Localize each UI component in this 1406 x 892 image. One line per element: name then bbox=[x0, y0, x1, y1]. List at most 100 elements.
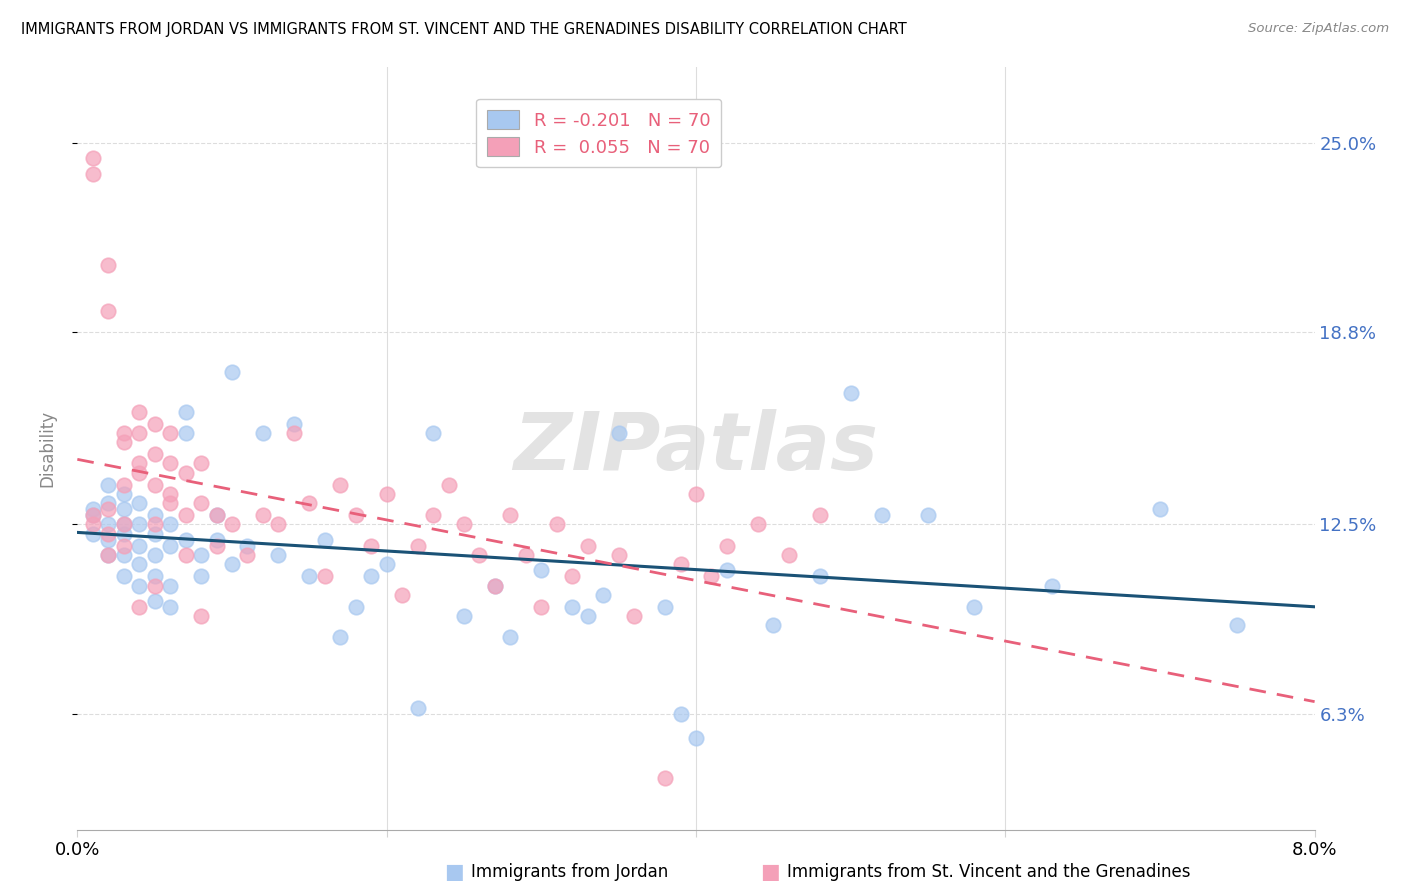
Point bbox=[159, 496, 181, 510]
Point bbox=[112, 478, 135, 492]
Point bbox=[1226, 618, 1249, 632]
Point bbox=[623, 609, 645, 624]
Point bbox=[252, 508, 274, 523]
Point bbox=[391, 588, 413, 602]
Point bbox=[174, 425, 197, 440]
Point bbox=[128, 466, 150, 480]
Point bbox=[97, 548, 120, 562]
Point bbox=[375, 557, 398, 571]
Point bbox=[963, 599, 986, 614]
Point bbox=[515, 548, 537, 562]
Point bbox=[221, 517, 243, 532]
Text: IMMIGRANTS FROM JORDAN VS IMMIGRANTS FROM ST. VINCENT AND THE GRENADINES DISABIL: IMMIGRANTS FROM JORDAN VS IMMIGRANTS FRO… bbox=[21, 22, 907, 37]
Point bbox=[190, 496, 212, 510]
Text: ■: ■ bbox=[761, 863, 780, 882]
Point bbox=[143, 478, 166, 492]
Point bbox=[576, 609, 599, 624]
Point bbox=[700, 569, 723, 583]
Point bbox=[128, 425, 150, 440]
Point bbox=[112, 425, 135, 440]
Point bbox=[808, 569, 831, 583]
Point bbox=[97, 526, 120, 541]
Point bbox=[143, 447, 166, 461]
Point bbox=[174, 404, 197, 418]
Point bbox=[406, 700, 429, 714]
Point bbox=[484, 578, 506, 592]
Point bbox=[283, 417, 305, 431]
Point bbox=[112, 539, 135, 553]
Point bbox=[314, 569, 336, 583]
Point bbox=[314, 533, 336, 547]
Point bbox=[267, 548, 290, 562]
Text: ZIPatlas: ZIPatlas bbox=[513, 409, 879, 487]
Point bbox=[406, 539, 429, 553]
Point bbox=[344, 599, 367, 614]
Point bbox=[174, 466, 197, 480]
Point bbox=[561, 569, 583, 583]
Point bbox=[174, 548, 197, 562]
Point bbox=[82, 517, 104, 532]
Point bbox=[1149, 502, 1171, 516]
Text: Immigrants from St. Vincent and the Grenadines: Immigrants from St. Vincent and the Gren… bbox=[787, 863, 1191, 881]
Point bbox=[143, 517, 166, 532]
Point bbox=[159, 539, 181, 553]
Point bbox=[808, 508, 831, 523]
Point bbox=[143, 508, 166, 523]
Point bbox=[716, 539, 738, 553]
Point bbox=[530, 599, 553, 614]
Point bbox=[654, 771, 676, 785]
Point bbox=[82, 167, 104, 181]
Point bbox=[530, 563, 553, 577]
Point bbox=[97, 478, 120, 492]
Point bbox=[97, 496, 120, 510]
Point bbox=[174, 533, 197, 547]
Point bbox=[112, 548, 135, 562]
Point bbox=[283, 425, 305, 440]
Point bbox=[236, 548, 259, 562]
Point bbox=[143, 526, 166, 541]
Point bbox=[174, 508, 197, 523]
Point bbox=[128, 557, 150, 571]
Point bbox=[298, 496, 321, 510]
Point bbox=[685, 731, 707, 745]
Point bbox=[499, 631, 522, 645]
Point bbox=[484, 578, 506, 592]
Point bbox=[344, 508, 367, 523]
Point bbox=[205, 533, 228, 547]
Point bbox=[128, 578, 150, 592]
Point bbox=[143, 548, 166, 562]
Point bbox=[669, 557, 692, 571]
Point bbox=[360, 569, 382, 583]
Point bbox=[329, 631, 352, 645]
Point bbox=[190, 609, 212, 624]
Point bbox=[97, 502, 120, 516]
Point bbox=[267, 517, 290, 532]
Point bbox=[112, 517, 135, 532]
Point bbox=[221, 365, 243, 379]
Point bbox=[112, 569, 135, 583]
Point bbox=[221, 557, 243, 571]
Point bbox=[870, 508, 893, 523]
Point bbox=[453, 517, 475, 532]
Point bbox=[375, 487, 398, 501]
Point bbox=[654, 599, 676, 614]
Text: Source: ZipAtlas.com: Source: ZipAtlas.com bbox=[1249, 22, 1389, 36]
Point bbox=[159, 425, 181, 440]
Point bbox=[716, 563, 738, 577]
Point bbox=[97, 304, 120, 318]
Point bbox=[112, 487, 135, 501]
Text: ■: ■ bbox=[444, 863, 464, 882]
Point bbox=[329, 478, 352, 492]
Point bbox=[97, 517, 120, 532]
Point bbox=[128, 539, 150, 553]
Point bbox=[762, 618, 785, 632]
Point bbox=[159, 457, 181, 471]
Point bbox=[205, 508, 228, 523]
Point bbox=[747, 517, 769, 532]
Point bbox=[453, 609, 475, 624]
Point bbox=[422, 508, 444, 523]
Point bbox=[143, 569, 166, 583]
Y-axis label: Disability: Disability bbox=[38, 409, 56, 487]
Point bbox=[143, 578, 166, 592]
Point bbox=[112, 435, 135, 450]
